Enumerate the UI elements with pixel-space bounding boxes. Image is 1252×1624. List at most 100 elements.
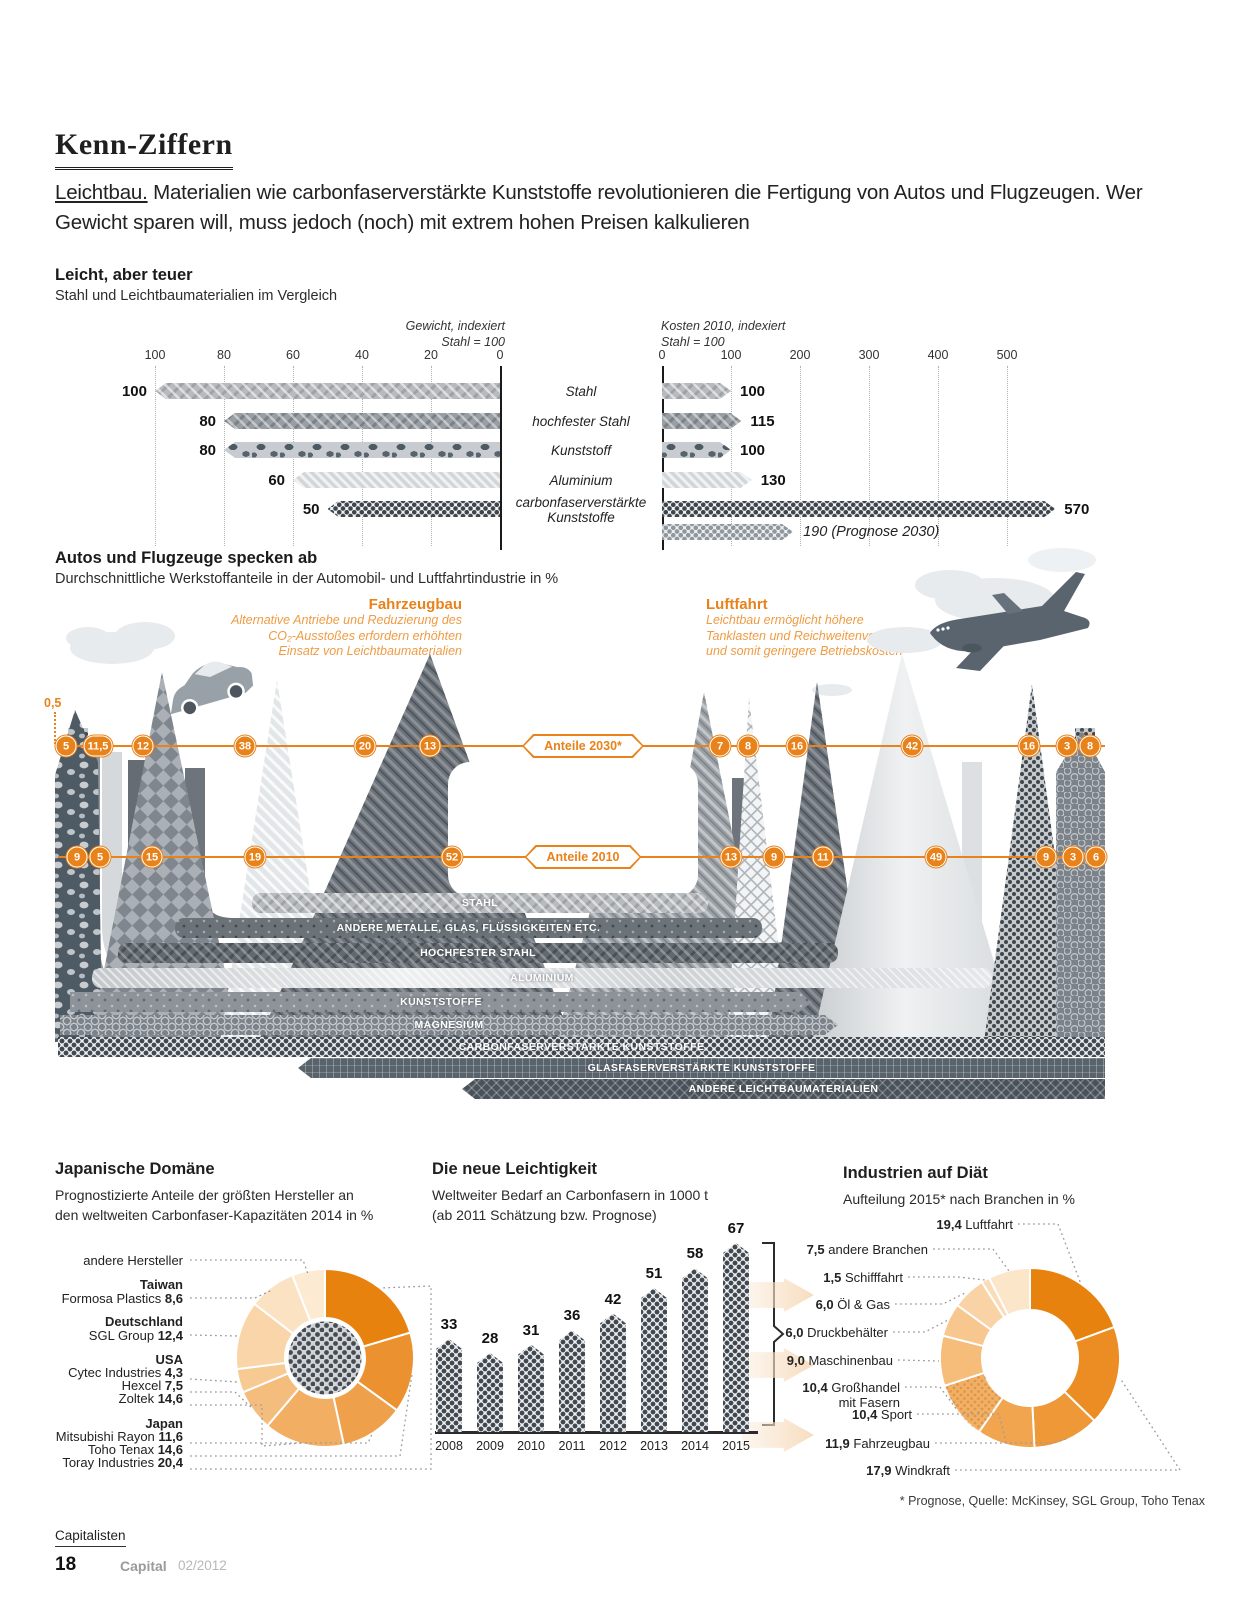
weight-gridline <box>155 366 156 546</box>
cost-bar <box>662 472 752 488</box>
weight-axis-note: Stahl = 100 <box>441 335 505 349</box>
intro-lead: Leichtbau. <box>55 181 148 204</box>
mountain-aluminium <box>812 654 1018 1042</box>
weight-bar <box>293 472 500 488</box>
legend-entry: Mitsubishi Rayon 11,6 <box>20 1429 183 1444</box>
share-value-luftfahrt: 42 <box>901 735 923 757</box>
cost-gridline <box>938 366 939 546</box>
weight-value: 80 <box>199 413 216 430</box>
legend-entry: SGL Group 12,4 <box>20 1328 183 1343</box>
demand-bar <box>641 1288 667 1432</box>
industry-value: 11,9 <box>825 1436 854 1451</box>
industry-value: 17,9 <box>866 1463 896 1478</box>
demand-bar-shape <box>600 1313 626 1432</box>
demand-bar <box>436 1338 462 1432</box>
cost-bar <box>662 501 1055 517</box>
share-float-value: 0,5 <box>44 696 62 710</box>
share-value-luftfahrt: 16 <box>786 735 808 757</box>
industry-value: 6,0 <box>785 1325 808 1340</box>
industry-value: 6,0 <box>815 1297 838 1312</box>
legend-leader <box>905 1386 958 1411</box>
cost-tick: 200 <box>789 348 811 362</box>
demand-bar-value: 58 <box>686 1245 704 1263</box>
legend-entry: andere Hersteller <box>20 1253 183 1268</box>
donut-slice-andere-hersteller <box>290 1267 326 1323</box>
share-value-luftfahrt: 9 <box>1035 846 1057 868</box>
legend-entry: Formosa Plastics 8,6 <box>20 1291 183 1306</box>
demand-bar <box>723 1243 749 1432</box>
weight-axis-label: Gewicht, indexiert Stahl = 100 <box>295 318 505 350</box>
share-pill-bg <box>527 847 640 867</box>
legend-entry: Cytec Industries 4,3 <box>20 1365 183 1380</box>
material-strip-label: ANDERE LEICHTBAUMATERIALIEN <box>688 1083 879 1095</box>
weight-tick: 60 <box>286 348 300 362</box>
footer-issue: 02/2012 <box>178 1558 227 1573</box>
share-value-luftfahrt: 49 <box>925 846 947 868</box>
luftfahrt-label: Luftfahrt <box>706 596 768 613</box>
material-strip: CARBONFASERVERSTÄRKTE KUNSTSTOFFE <box>58 1037 1105 1057</box>
legend-entry-name: SGL Group <box>88 1328 158 1343</box>
weight-tick: 40 <box>355 348 369 362</box>
footer-magazine: Capital <box>120 1558 167 1574</box>
share-value-luftfahrt: 8 <box>1079 735 1101 757</box>
mountain-honeycomb <box>1056 730 1105 1042</box>
share-value-fahrzeugbau: 13 <box>419 735 441 757</box>
legend-leader <box>190 1404 302 1447</box>
share-value-fahrzeugbau: 20 <box>354 735 376 757</box>
legend-entry-value: 11,6 <box>158 1429 183 1444</box>
demand-bar-value: 33 <box>440 1315 458 1333</box>
legend-entry-name: Toray Industries <box>62 1455 158 1470</box>
share-value-fahrzeugbau: 12 <box>132 735 154 757</box>
demand-bar-shape <box>682 1268 708 1432</box>
legend-leader-lines <box>189 1223 1182 1471</box>
legend-entry: Toho Tenax 14,6 <box>20 1442 183 1457</box>
legend-entry: Zoltek 14,6 <box>20 1391 183 1406</box>
industry-value: 7,5 <box>806 1242 829 1257</box>
cost-forecast-label: 190 (Prognose 2030) <box>803 524 940 540</box>
donut-center-pattern <box>285 1318 365 1398</box>
legend-group-Taiwan: Taiwan <box>139 1277 183 1292</box>
category-label: hochfester Stahl <box>532 414 630 429</box>
demand-bar <box>682 1268 708 1432</box>
japan-subtitle: Prognostizierte Anteile der größten Hers… <box>55 1187 374 1223</box>
industry-name: Luftfahrt <box>965 1217 1013 1232</box>
share-row-label: Anteile 2010 <box>525 845 642 869</box>
share-row-label: Anteile 2030* <box>522 734 644 758</box>
demand-bar <box>559 1330 585 1432</box>
demand-bar-value: 36 <box>563 1307 581 1325</box>
industry-name: Öl & Gas <box>837 1297 890 1312</box>
donut-slice-toray-industries <box>324 1267 412 1348</box>
material-strip-label: STAHL <box>461 897 499 909</box>
legend-leader <box>190 1373 413 1457</box>
legend-leader <box>893 1319 949 1333</box>
legend-leader <box>933 1248 1010 1272</box>
cost-axis-note: Stahl = 100 <box>661 335 725 349</box>
demand-bar-shape <box>436 1338 462 1432</box>
demand-bar <box>518 1344 544 1432</box>
weight-axis-name: Gewicht, indexiert <box>405 319 505 333</box>
share-value-luftfahrt: 13 <box>720 846 742 868</box>
legend-entry-value: 14,6 <box>157 1391 183 1406</box>
industries-title: Industrien auf Diät <box>843 1164 988 1182</box>
industry-value: 10,4 <box>802 1380 832 1395</box>
demand-bar-value: 28 <box>481 1330 499 1348</box>
material-strip: MAGNESIUM <box>60 1015 838 1035</box>
demand-bar-year: 2015 <box>722 1439 750 1453</box>
demand-bar-year: 2009 <box>476 1439 504 1453</box>
share-value-luftfahrt: 8 <box>737 735 759 757</box>
industry-name: Fahrzeugbau <box>853 1436 930 1451</box>
demand-bar-year: 2011 <box>558 1439 586 1453</box>
cost-tick: 0 <box>658 348 666 362</box>
demand-bar-shape <box>477 1353 503 1432</box>
weight-value: 100 <box>121 383 147 400</box>
fahrzeugbau-annotation: Fahrzeugbau Alternative Antriebe und Red… <box>230 596 462 660</box>
legend-leader <box>917 1413 1007 1443</box>
industry-value: 10,4 <box>852 1407 881 1422</box>
material-strip-label: ALUMINIUM <box>510 972 574 984</box>
industry-legend-entry: 17,9 Windkraft <box>710 1463 950 1478</box>
weight-bar <box>155 383 500 399</box>
industries-subtitle: Aufteilung 2015* nach Branchen in % <box>843 1191 1075 1207</box>
demand-bar <box>600 1313 626 1432</box>
demand-bar <box>477 1353 503 1432</box>
legend-leader <box>190 1259 309 1275</box>
